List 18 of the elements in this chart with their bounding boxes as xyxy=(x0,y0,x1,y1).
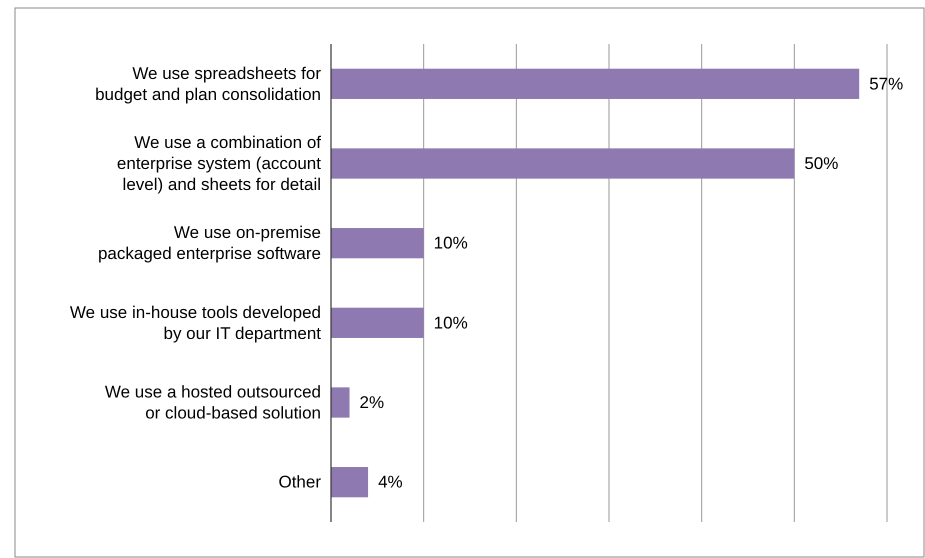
bar xyxy=(331,467,368,498)
bar xyxy=(331,68,860,99)
y-tick-label: We use on-premise packaged enterprise software xyxy=(98,223,321,264)
y-tick-label: We use a combination of enterprise system (account level) and sheets for detail xyxy=(116,133,322,194)
data-label: 50% xyxy=(804,154,838,173)
data-label: 57% xyxy=(869,74,904,94)
data-label: 10% xyxy=(434,313,468,332)
y-tick-label: We use in-house tools developed by our IT department xyxy=(70,302,322,343)
bar xyxy=(331,228,424,258)
bar xyxy=(331,387,350,418)
y-tick-label: Other xyxy=(278,472,322,492)
data-label: 4% xyxy=(378,472,403,492)
data-label: 10% xyxy=(434,234,468,253)
data-label: 2% xyxy=(360,393,384,412)
y-tick-label: We use a hosted outsourced or cloud-based solution xyxy=(104,382,321,422)
bar xyxy=(331,308,424,338)
y-tick-label: We use spreadsheets for budget and plan consolidation xyxy=(95,64,322,104)
bar xyxy=(331,148,794,179)
